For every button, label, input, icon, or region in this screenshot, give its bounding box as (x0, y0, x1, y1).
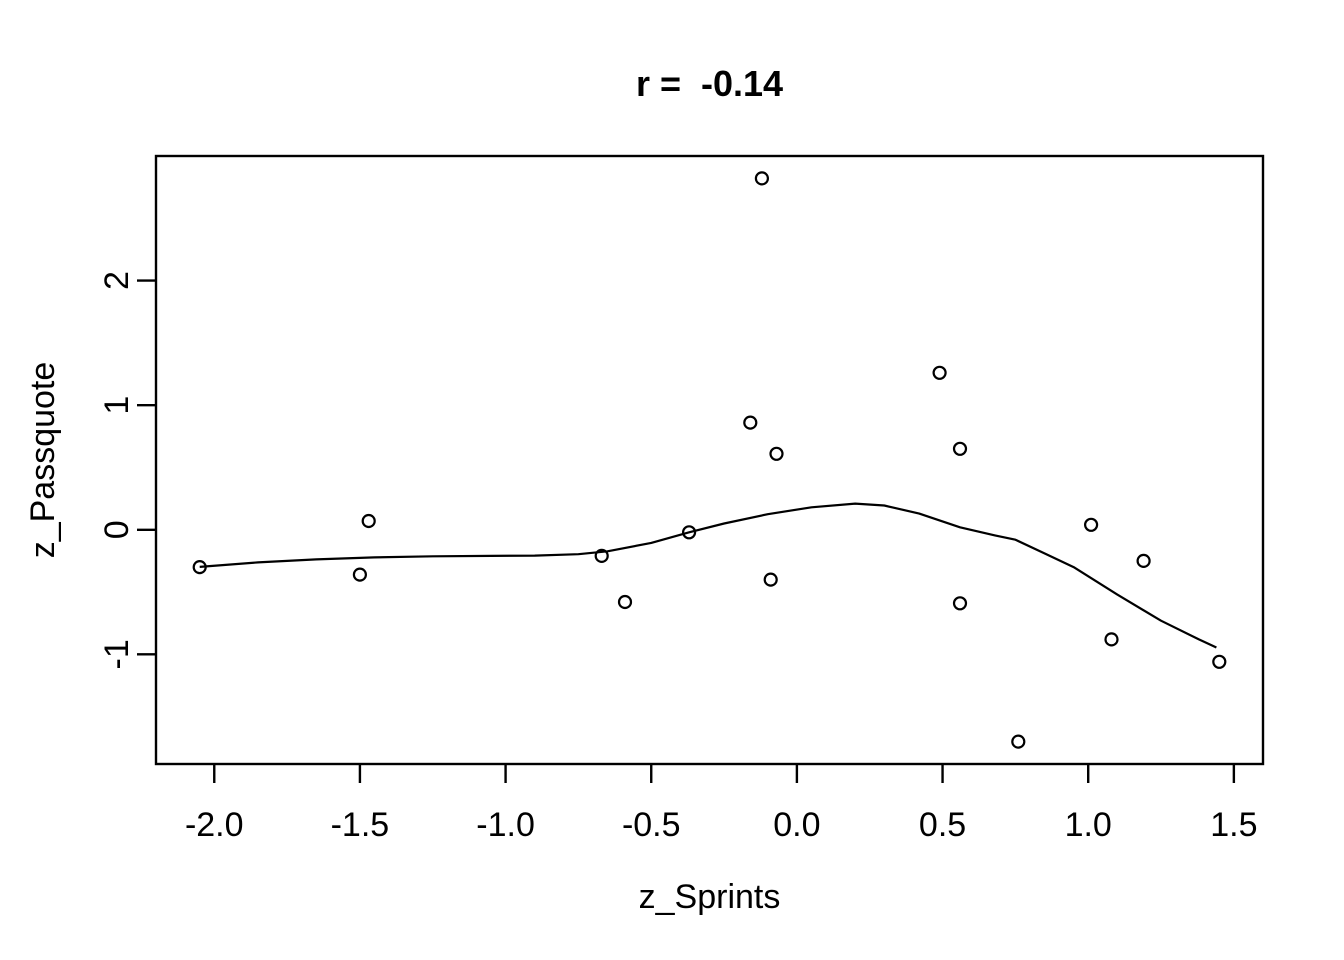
plot-box-border (154, 154, 1265, 766)
data-point (1212, 654, 1227, 669)
x-tick-label: -1.0 (476, 806, 535, 844)
data-point (617, 594, 633, 610)
y-axis-label: z_Passquote (24, 362, 62, 559)
data-point (1136, 553, 1151, 569)
x-tick-label: 0.5 (919, 806, 966, 844)
data-point (743, 415, 758, 430)
data-point (1083, 517, 1099, 532)
data-point (952, 596, 968, 611)
data-point (192, 559, 207, 575)
x-tick-label: 1.0 (1065, 806, 1112, 844)
y-tick-label: -1 (98, 639, 136, 669)
x-tick-label: -0.5 (622, 806, 681, 844)
data-point (754, 171, 770, 186)
y-tick-label: 2 (98, 271, 136, 290)
x-tick-label: -2.0 (185, 806, 244, 844)
loess-smooth-line (199, 502, 1217, 649)
y-tick-label: 0 (98, 520, 136, 539)
data-points (192, 171, 1227, 749)
x-tick-label: 0.0 (773, 806, 820, 844)
data-point (1011, 734, 1026, 749)
smooth-line-path (199, 502, 1217, 649)
data-point (681, 525, 697, 540)
x-tick-label: 1.5 (1210, 806, 1257, 844)
x-tick-label: -1.5 (331, 806, 390, 844)
data-point (594, 548, 609, 564)
chart-title: r = -0.14 (636, 63, 783, 104)
data-point (361, 513, 376, 529)
x-axis-label: z_Sprints (639, 878, 781, 916)
y-tick-label: 1 (98, 396, 136, 415)
y-axis-ticks (137, 279, 156, 656)
data-point (769, 446, 784, 461)
data-point (763, 572, 778, 587)
x-axis-ticks (213, 764, 1236, 783)
data-point (932, 365, 947, 380)
data-point (952, 441, 968, 456)
data-point (352, 567, 367, 582)
x-axis-tick-labels: -2.0 -1.5 -1.0 -0.5 0.0 0.5 1.0 1.5 (185, 806, 1258, 844)
y-axis-tick-labels: -1 0 1 2 (98, 271, 136, 669)
data-point (1104, 632, 1119, 647)
